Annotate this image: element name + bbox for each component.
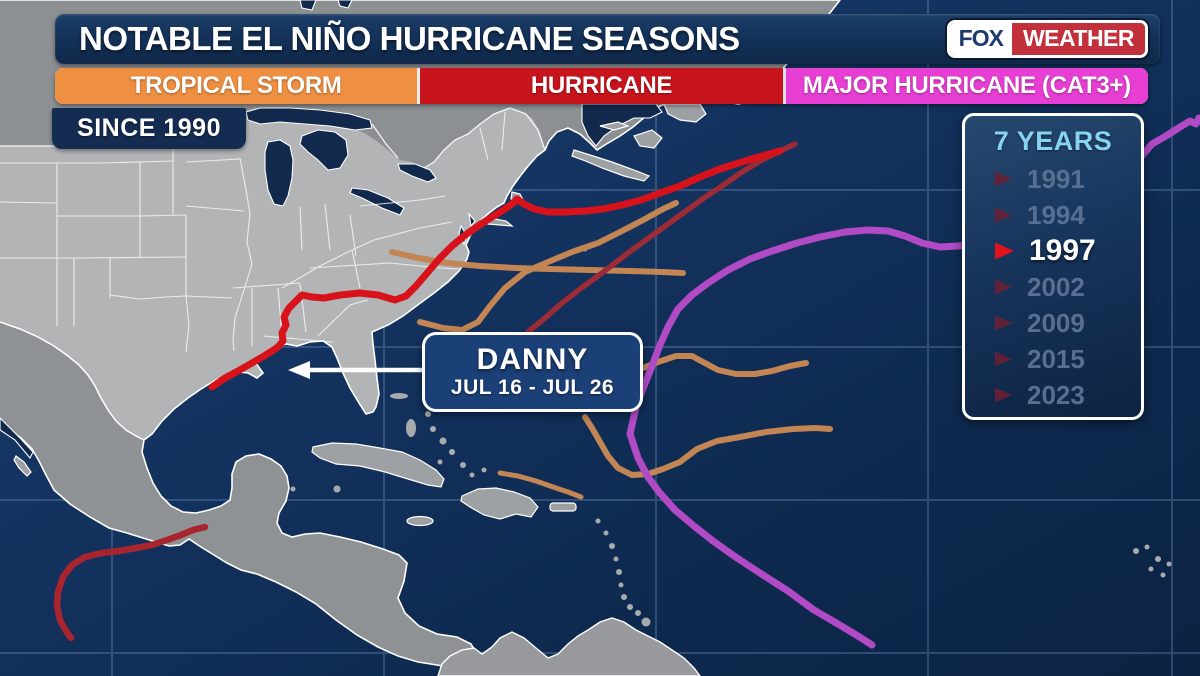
year-item-2002[interactable]: 2002 bbox=[965, 269, 1141, 305]
callout-arrow bbox=[288, 361, 424, 379]
storm-name: DANNY bbox=[476, 343, 589, 377]
year-label: 1994 bbox=[1027, 199, 1085, 230]
year-item-1997[interactable]: 1997 bbox=[965, 233, 1141, 269]
year-label: 2002 bbox=[1027, 271, 1085, 302]
year-label: 2015 bbox=[1027, 343, 1085, 374]
header-bar: NOTABLE EL NIÑO HURRICANE SEASONS FOX WE… bbox=[55, 14, 1160, 64]
year-label: 2023 bbox=[1027, 379, 1085, 410]
legend-segment-major-hurricane: MAJOR HURRICANE (CAT3+) bbox=[785, 68, 1148, 104]
play-triangle-icon bbox=[995, 387, 1012, 403]
years-panel: 7 YEARS 1991 1994 1997 2002 2009 2015 2023 bbox=[962, 113, 1144, 420]
year-item-1991[interactable]: 1991 bbox=[965, 161, 1141, 197]
year-label: 1991 bbox=[1027, 163, 1085, 194]
play-triangle-icon bbox=[995, 279, 1012, 295]
year-item-1994[interactable]: 1994 bbox=[965, 197, 1141, 233]
hurricane-track-pacific bbox=[53, 523, 209, 642]
legend-bar: TROPICAL STORM HURRICANE MAJOR HURRICANE (… bbox=[55, 68, 1148, 104]
south-america-landmass bbox=[437, 617, 701, 676]
storm-callout: DANNY JUL 16 - JUL 26 bbox=[422, 332, 643, 412]
play-triangle-icon bbox=[995, 207, 1012, 223]
year-item-2009[interactable]: 2009 bbox=[965, 305, 1141, 341]
fox-weather-logo: FOX WEATHER bbox=[946, 20, 1148, 58]
islands bbox=[13, 103, 1172, 627]
years-list: 1991 1994 1997 2002 2009 2015 2023 bbox=[965, 161, 1141, 413]
play-triangle-icon bbox=[995, 242, 1014, 260]
year-item-2015[interactable]: 2015 bbox=[965, 341, 1141, 377]
storm-dates: JUL 16 - JUL 26 bbox=[450, 375, 615, 399]
tropical-storm-track-4 bbox=[582, 414, 833, 478]
legend-segment-tropical-storm: TROPICAL STORM bbox=[55, 68, 418, 104]
tropical-storm-track-5 bbox=[497, 470, 584, 500]
weather-logo-text: WEATHER bbox=[1011, 23, 1145, 55]
play-triangle-icon bbox=[995, 315, 1012, 331]
arrow-head-icon bbox=[288, 361, 310, 379]
fox-logo-text: FOX bbox=[949, 23, 1012, 55]
legend-segment-hurricane: HURRICANE bbox=[420, 68, 783, 104]
year-item-2023[interactable]: 2023 bbox=[965, 377, 1141, 413]
play-triangle-icon bbox=[995, 171, 1012, 187]
tropical-storm-track-2 bbox=[417, 200, 679, 333]
year-label: 1997 bbox=[1029, 234, 1096, 267]
danny-1997-track bbox=[208, 147, 784, 391]
year-label: 2009 bbox=[1027, 307, 1085, 338]
great-lakes bbox=[0, 0, 663, 459]
since-badge: SINCE 1990 bbox=[52, 108, 246, 149]
play-triangle-icon bbox=[995, 351, 1012, 367]
hurricane-track-atlantic bbox=[525, 141, 798, 335]
years-panel-title: 7 YEARS bbox=[993, 126, 1113, 156]
page-title: NOTABLE EL NIÑO HURRICANE SEASONS bbox=[79, 20, 740, 57]
